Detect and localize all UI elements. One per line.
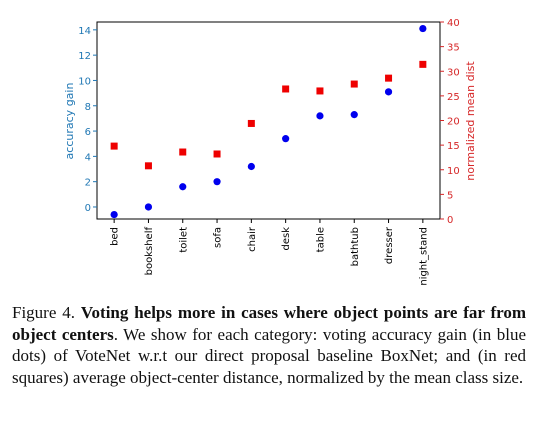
left-tick-label: 14 (78, 26, 91, 37)
accuracy-gain-dot (384, 88, 393, 96)
accuracy-gain-series (110, 24, 427, 219)
plot-frame (96, 21, 441, 220)
figure-chart: 0 2 4 6 8 10 12 14 0 5 10 15 20 25 30 35 40 bed bookshel… (63, 18, 477, 286)
accuracy-gain-dot (350, 111, 358, 119)
x-tick-label: table (315, 227, 326, 252)
right-tick-label: 25 (447, 92, 460, 103)
right-tick-label: 35 (447, 43, 460, 54)
mean-dist-square (179, 148, 187, 156)
right-axis: 0 5 10 15 20 25 30 35 40 (440, 18, 460, 226)
right-tick-label: 5 (447, 190, 453, 201)
caption-text: . We show for each category: voting accu… (12, 324, 527, 387)
caption-label: Figure 4. (12, 303, 75, 322)
x-tick-label: night_stand (418, 227, 429, 286)
accuracy-gain-dot (282, 135, 290, 143)
x-tick-label: toilet (178, 227, 189, 253)
mean-dist-series (110, 60, 427, 170)
y-axis-label-left: accuracy gain (63, 83, 76, 160)
mean-dist-square (247, 119, 255, 127)
right-tick-label: 20 (447, 117, 460, 128)
right-tick-label: 30 (447, 67, 460, 78)
mean-dist-square (385, 74, 393, 82)
accuracy-gain-dot (247, 162, 255, 171)
left-tick-label: 4 (85, 152, 91, 163)
left-tick-label: 12 (78, 51, 91, 62)
left-tick-label: 8 (85, 102, 91, 113)
right-tick-label: 10 (447, 166, 460, 177)
accuracy-gain-dot (419, 24, 427, 33)
left-tick-label: 10 (78, 76, 91, 87)
accuracy-gain-dot (179, 183, 187, 191)
y-axis-label-right: normalized mean dist (464, 61, 477, 181)
x-tick-label: dresser (384, 226, 395, 264)
left-tick-label: 0 (85, 203, 91, 214)
accuracy-gain-dot (213, 178, 221, 186)
mean-dist-square (213, 150, 221, 158)
x-tick-label: desk (281, 227, 292, 251)
accuracy-gain-dot (144, 203, 153, 211)
mean-dist-square (350, 80, 358, 88)
right-tick-label: 15 (447, 141, 460, 152)
x-tick-label: bookshelf (144, 227, 155, 276)
accuracy-gain-dot (110, 210, 118, 219)
accuracy-gain-dot (316, 112, 324, 120)
left-axis: 0 2 4 6 8 10 12 14 (78, 26, 97, 214)
right-tick-label: 0 (447, 215, 453, 226)
right-tick-label: 40 (447, 18, 460, 29)
left-tick-label: 2 (85, 178, 91, 189)
mean-dist-square (110, 142, 118, 150)
x-axis: bed bookshelf toilet sofa chair desk table bath… (110, 219, 429, 286)
x-tick-label: sofa (213, 227, 224, 248)
x-tick-label: bathtub (350, 227, 361, 266)
mean-dist-square (282, 85, 290, 93)
x-tick-label: bed (110, 227, 121, 246)
mean-dist-square (419, 60, 427, 68)
x-tick-label: chair (247, 226, 258, 252)
left-tick-label: 6 (85, 127, 91, 138)
figure-caption: Figure 4. Voting helps more in cases whe… (12, 302, 526, 388)
caption-bold-text: Voting helps more in cases where object … (12, 303, 527, 344)
mean-dist-square (316, 87, 324, 95)
mean-dist-square (144, 162, 152, 170)
